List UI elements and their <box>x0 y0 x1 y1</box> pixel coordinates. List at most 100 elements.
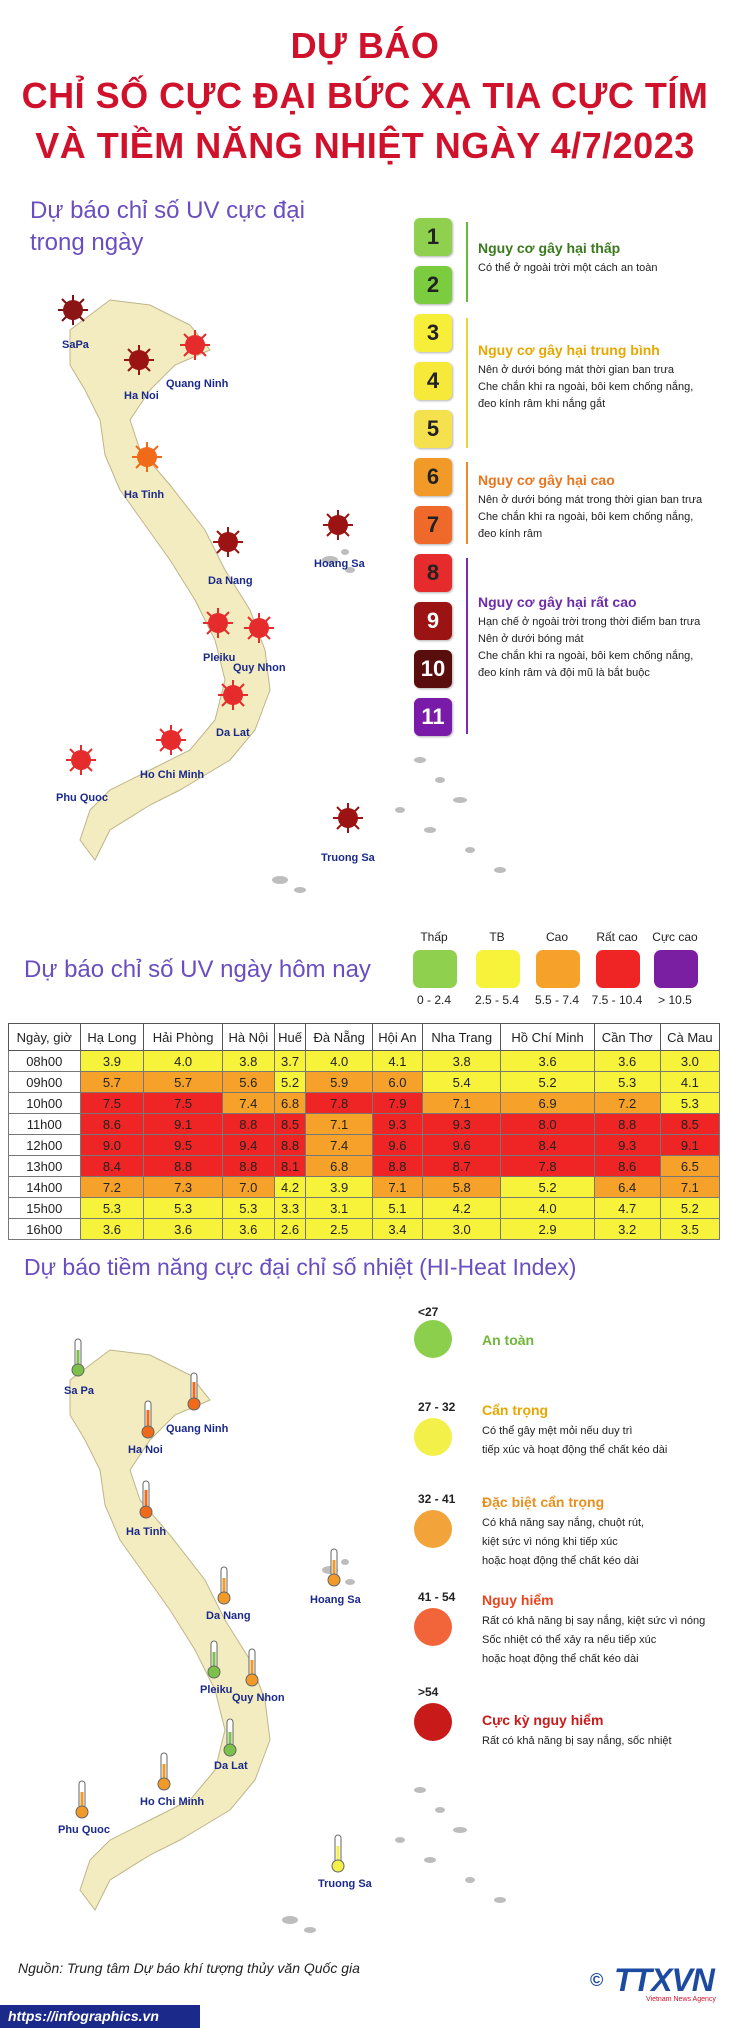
risk-high-desc-3: đeo kính râm <box>478 528 543 540</box>
table-header-row: Ngày, giờ Hạ Long Hải Phòng Hà Nội Huế Đ… <box>8 1023 721 1051</box>
table-cell: 3.0 <box>659 1050 721 1072</box>
risk-low-desc: Có thể ở ngoài trời một cách an toàn <box>478 262 658 274</box>
table-row: 11h00 8.6 9.1 8.8 8.5 7.1 9.3 9.3 8.0 8.8 8.5 <box>8 1113 721 1135</box>
sun-icon <box>244 613 274 648</box>
heat-desc-extreme-caution-3: hoặc hoạt động thể chất kéo dài <box>482 1555 639 1567</box>
table-header: Ngày, giờ <box>8 1023 81 1051</box>
sun-icon <box>132 442 162 477</box>
table-header: Hồ Chí Minh <box>500 1023 595 1051</box>
legend-range-high: 5.5 - 7.4 <box>534 993 580 1007</box>
table-cell: 5.8 <box>421 1176 502 1198</box>
table-header: Hải Phòng <box>143 1023 223 1051</box>
source-note: Nguồn: Trung tâm Dự báo khí tượng thủy v… <box>18 1960 360 1976</box>
table-cell: 6.8 <box>305 1155 373 1177</box>
risk-high-desc-1: Nên ở dưới bóng mát trong thời gian ban … <box>478 494 703 506</box>
table-cell: 9.0 <box>79 1134 145 1156</box>
heat-range-caution: 27 - 32 <box>418 1400 456 1414</box>
table-cell: 5.3 <box>593 1071 661 1093</box>
sun-icon <box>66 745 96 780</box>
table-cell: 2.6 <box>273 1218 307 1240</box>
heat-title-extreme-danger: Cực kỳ nguy hiểm <box>482 1712 604 1728</box>
table-cell: 8.8 <box>593 1113 661 1135</box>
heat-title-safe: An toàn <box>482 1332 535 1348</box>
table-cell: 7.2 <box>593 1092 661 1114</box>
risk-high-title: Nguy cơ gây hại cao <box>478 472 615 488</box>
table-time-cell: 09h00 <box>8 1071 81 1093</box>
heat-city-quang-ninh: Quang Ninh <box>166 1423 229 1435</box>
sun-icon <box>323 510 353 545</box>
uv-map-title-2: trong ngày <box>30 229 144 256</box>
heat-desc-caution-2: tiếp xúc và hoạt động thể chất kéo dài <box>482 1444 668 1456</box>
table-cell: 3.2 <box>593 1218 661 1240</box>
heat-city-ha-tinh: Ha Tinh <box>126 1526 167 1538</box>
sun-icon <box>203 608 233 643</box>
table-cell: 6.8 <box>273 1092 307 1114</box>
risk-very-high-title: Nguy cơ gây hại rất cao <box>478 594 637 610</box>
table-cell: 4.7 <box>593 1197 661 1219</box>
table-cell: 3.6 <box>143 1218 223 1240</box>
city-label-quang-ninh: Quang Ninh <box>166 378 229 390</box>
table-cell: 7.1 <box>305 1113 373 1135</box>
risk-very-high-desc-1: Hạn chế ở ngoài trời trong thời điểm ban… <box>478 616 701 628</box>
table-row: 15h00 5.3 5.3 5.3 3.3 3.1 5.1 4.2 4.0 4.7 5.2 <box>8 1197 721 1219</box>
table-cell: 3.4 <box>371 1218 423 1240</box>
table-time-cell: 08h00 <box>8 1050 81 1072</box>
table-cell: 8.6 <box>79 1113 145 1135</box>
table-time-cell: 14h00 <box>8 1176 81 1198</box>
table-cell: 4.1 <box>659 1071 721 1093</box>
thermometer-icon <box>186 1372 202 1417</box>
uv-level-9: 9 <box>414 602 452 640</box>
thermometer-icon <box>216 1566 232 1611</box>
table-cell: 7.5 <box>79 1092 145 1114</box>
heat-city-ha-noi: Ha Noi <box>128 1444 163 1456</box>
title-line-3: VÀ TIỀM NĂNG NHIỆT NGÀY 4/7/2023 <box>35 125 695 166</box>
heat-vietnam-map <box>69 1349 506 1933</box>
uv-level-2: 2 <box>414 266 452 304</box>
legend-name-medium: TB <box>489 930 505 944</box>
table-cell: 3.6 <box>79 1218 145 1240</box>
heat-range-extreme-danger: >54 <box>418 1685 439 1699</box>
legend-range-very-high: 7.5 - 10.4 <box>591 993 643 1007</box>
table-cell: 5.3 <box>143 1197 223 1219</box>
table-cell: 5.4 <box>421 1071 502 1093</box>
copyright-symbol: © <box>590 1970 604 1990</box>
url-bar <box>0 2005 200 2028</box>
legend-range-extreme: > 10.5 <box>658 993 692 1007</box>
table-cell: 5.3 <box>79 1197 145 1219</box>
risk-medium-desc-2: Che chắn khi ra ngoài, bôi kem chống nắn… <box>478 381 694 393</box>
site-url-link[interactable]: https://infographics.vn <box>8 2008 159 2024</box>
heat-city-da-lat: Da Lat <box>214 1760 248 1772</box>
table-cell: 3.3 <box>273 1197 307 1219</box>
table-cell: 5.2 <box>659 1197 721 1219</box>
heat-city-hoang-sa: Hoang Sa <box>310 1594 361 1606</box>
city-label-quy-nhon: Quy Nhon <box>233 662 286 674</box>
table-cell: 5.6 <box>221 1071 275 1093</box>
table-cell: 2.9 <box>500 1218 595 1240</box>
thermometer-icon <box>156 1752 172 1797</box>
table-cell: 5.7 <box>79 1071 145 1093</box>
legend-name-low: Thấp <box>420 930 448 944</box>
table-cell: 3.1 <box>305 1197 373 1219</box>
table-cell: 6.4 <box>593 1176 661 1198</box>
heat-dot-extreme-danger <box>414 1703 452 1741</box>
table-cell: 5.1 <box>371 1197 423 1219</box>
table-cell: 4.0 <box>305 1050 373 1072</box>
table-row: 12h00 9.0 9.5 9.4 8.8 7.4 9.6 9.6 8.4 9.3 9.1 <box>8 1134 721 1156</box>
table-time-cell: 15h00 <box>8 1197 81 1219</box>
uv-vietnam-map <box>69 299 506 893</box>
table-cell: 5.3 <box>221 1197 275 1219</box>
table-cell: 9.6 <box>371 1134 423 1156</box>
sun-icon <box>156 725 186 760</box>
uv-level-11: 11 <box>414 698 452 736</box>
table-time-cell: 11h00 <box>8 1113 81 1135</box>
legend-name-very-high: Rất cao <box>596 930 638 944</box>
divider <box>466 558 468 734</box>
table-header: Hà Nội <box>221 1023 275 1051</box>
table-cell: 7.9 <box>371 1092 423 1114</box>
sun-icon <box>333 803 363 838</box>
table-cell: 7.4 <box>221 1092 275 1114</box>
uv-level-10: 10 <box>414 650 452 688</box>
table-cell: 7.1 <box>659 1176 721 1198</box>
city-label-ha-tinh: Ha Tinh <box>124 489 165 501</box>
table-cell: 4.0 <box>143 1050 223 1072</box>
